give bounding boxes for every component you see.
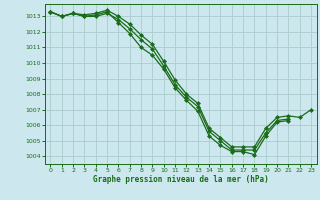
X-axis label: Graphe pression niveau de la mer (hPa): Graphe pression niveau de la mer (hPa)	[93, 175, 269, 184]
